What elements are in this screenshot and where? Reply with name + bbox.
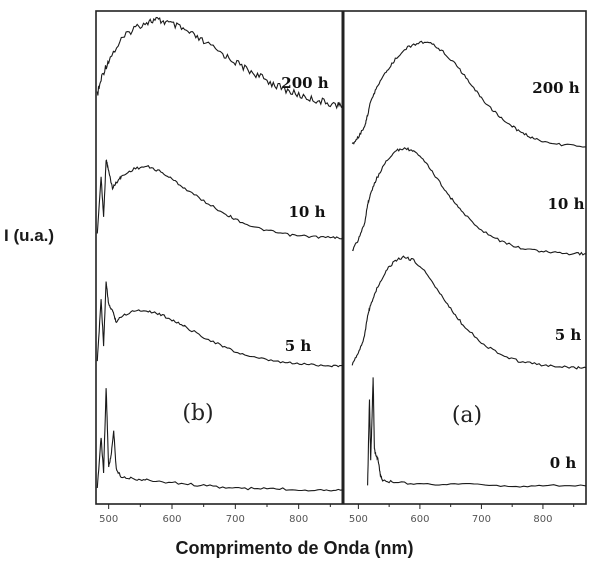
series-line: [96, 281, 344, 368]
x-axis-label: Comprimento de Onda (nm): [175, 538, 414, 558]
series-line: [351, 255, 587, 370]
series-line: [96, 388, 344, 492]
panel-a-label: (a): [452, 403, 482, 428]
y-axis-label: I (u.a.): [4, 226, 55, 245]
series-label: 200 h: [532, 79, 580, 97]
x-tick-label: 500: [349, 514, 368, 525]
x-tick-label: 800: [533, 514, 552, 525]
x-tick-label: 600: [162, 514, 181, 525]
panel-a-plot: 500 600 700 800 200 h 10 h 5 h 0 h: [349, 40, 587, 525]
panel-b-plot: 500 600 700 800 200 h 10 h 5 h: [96, 16, 344, 525]
series-line: [352, 147, 586, 256]
x-tick-label: 700: [472, 514, 491, 525]
series-line: [367, 377, 587, 488]
x-tick-label: 600: [410, 514, 429, 525]
series-label: 5 h: [285, 337, 312, 355]
series-label: 200 h: [281, 74, 329, 92]
series-line: [96, 159, 344, 240]
x-tick-label: 700: [226, 514, 245, 525]
x-tick-label: 500: [99, 514, 118, 525]
panel-b-label: (b): [182, 401, 213, 426]
series-label: 10 h: [288, 203, 325, 221]
series-line: [96, 16, 344, 110]
series-label: 10 h: [547, 195, 584, 213]
plot-frame: [95, 10, 587, 505]
series-label: 5 h: [555, 326, 582, 344]
series-line: [351, 40, 587, 148]
series-label: 0 h: [550, 454, 577, 472]
x-tick-label: 800: [289, 514, 308, 525]
